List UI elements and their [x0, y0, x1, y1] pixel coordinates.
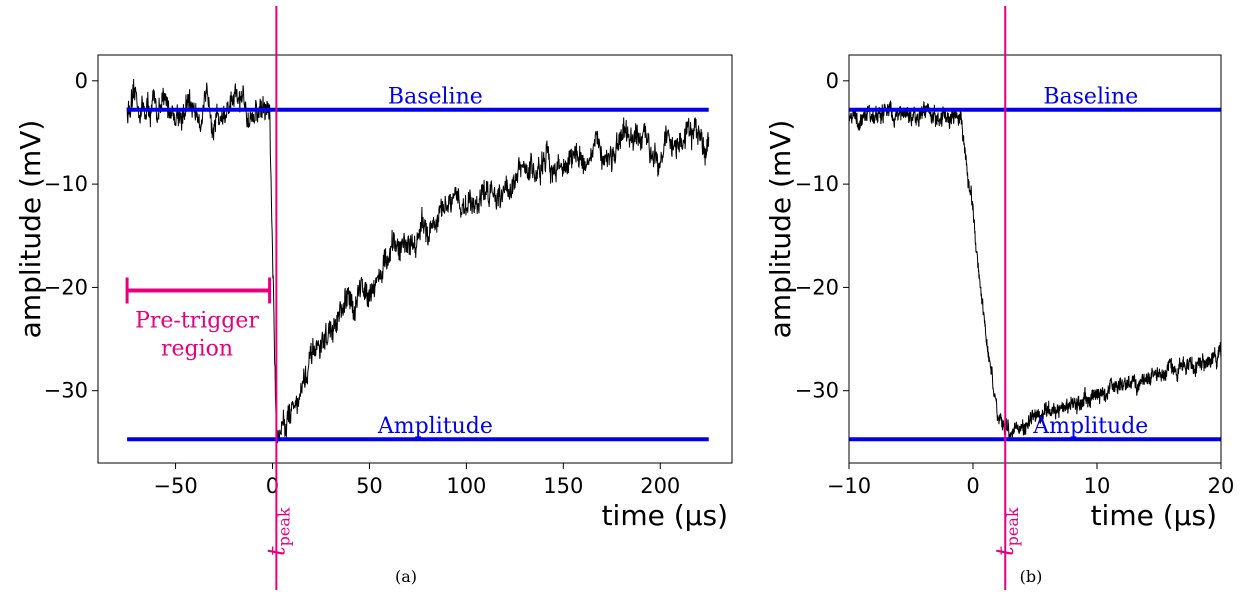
y-tick-label: −30 — [795, 379, 839, 403]
y-tick-label: 0 — [826, 69, 839, 93]
level-label-baseline: Baseline — [388, 85, 483, 110]
x-tick-label: 20 — [1208, 474, 1235, 498]
x-axis-label: time (µs) — [602, 499, 728, 532]
y-tick-label: −10 — [44, 172, 88, 196]
x-tick-label: −10 — [827, 474, 871, 498]
level-label-amplitude: Amplitude — [377, 414, 493, 439]
signal-trace — [849, 100, 1221, 441]
x-tick-label: 0 — [966, 474, 979, 498]
panel-caption: (b) — [1020, 567, 1043, 586]
region-label-line1: Pre-trigger — [135, 309, 259, 334]
y-tick-label: −30 — [44, 379, 88, 403]
y-tick-label: −20 — [795, 275, 839, 299]
x-axis-label: time (µs) — [1091, 499, 1217, 532]
level-label-amplitude: Amplitude — [1032, 414, 1148, 439]
x-tick-label: 100 — [446, 474, 486, 498]
chart-panel-a: Baseline Amplitude Pre-trigger region −50 0 50… — [14, 6, 733, 590]
chart-panel-b: Baseline Amplitude −10 0 10 20 0 −10 −20 −30 time … — [764, 6, 1234, 590]
y-tick-label: −10 — [795, 172, 839, 196]
x-tick-label: 10 — [1084, 474, 1111, 498]
x-tick-label: −50 — [153, 474, 197, 498]
peak-marker-label: tpeak — [262, 507, 293, 556]
level-label-baseline: Baseline — [1043, 85, 1138, 110]
region-label-line2: region — [161, 337, 233, 362]
x-tick-label: 50 — [356, 474, 383, 498]
y-axis-label: amplitude (mV) — [14, 120, 47, 339]
x-tick-label: 150 — [543, 474, 583, 498]
signal-trace — [126, 78, 710, 444]
plot-frame — [97, 54, 733, 464]
y-axis-label: amplitude (mV) — [764, 120, 797, 339]
plot-frame — [848, 54, 1222, 464]
x-tick-label: 200 — [640, 474, 680, 498]
panel-caption: (a) — [395, 567, 417, 586]
y-tick-label: −20 — [44, 275, 88, 299]
peak-marker-label: tpeak — [991, 507, 1022, 556]
y-tick-label: 0 — [75, 69, 88, 93]
